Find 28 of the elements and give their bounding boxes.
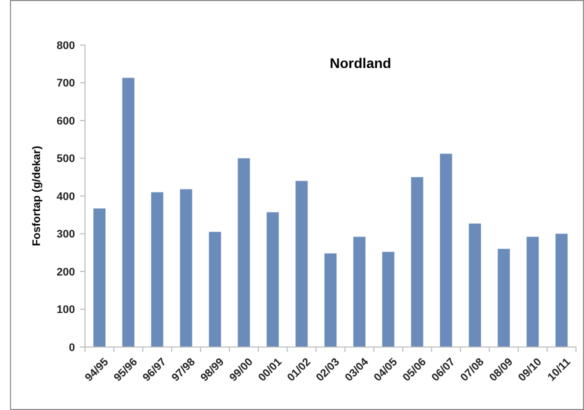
bar bbox=[382, 252, 394, 347]
bar bbox=[266, 212, 279, 347]
y-tick-label: 0 bbox=[68, 342, 75, 354]
y-tick-label: 500 bbox=[56, 153, 75, 166]
bar bbox=[296, 180, 308, 347]
y-tick-label: 600 bbox=[56, 115, 75, 128]
text: Nordland bbox=[330, 55, 392, 71]
y-tick-label: 400 bbox=[56, 190, 75, 203]
y-tick-label: 100 bbox=[56, 304, 75, 316]
bar bbox=[93, 208, 106, 347]
bar bbox=[353, 236, 366, 347]
bar bbox=[555, 234, 568, 347]
bar bbox=[411, 177, 424, 347]
bar bbox=[468, 224, 481, 347]
bar bbox=[180, 189, 192, 347]
bar bbox=[238, 158, 250, 347]
bar bbox=[208, 232, 222, 347]
y-tick-label: 300 bbox=[56, 228, 75, 241]
y-tick-label: 800 bbox=[56, 40, 75, 52]
bar bbox=[440, 154, 452, 347]
bar bbox=[498, 248, 510, 347]
y-axis-title: Fosfortap (g/dekar) bbox=[31, 146, 43, 246]
bar bbox=[122, 78, 134, 347]
bar bbox=[324, 253, 337, 347]
y-tick-label: 200 bbox=[56, 266, 75, 278]
bar bbox=[526, 236, 539, 347]
bar bbox=[151, 192, 164, 347]
y-tick-label: 700 bbox=[56, 78, 75, 90]
